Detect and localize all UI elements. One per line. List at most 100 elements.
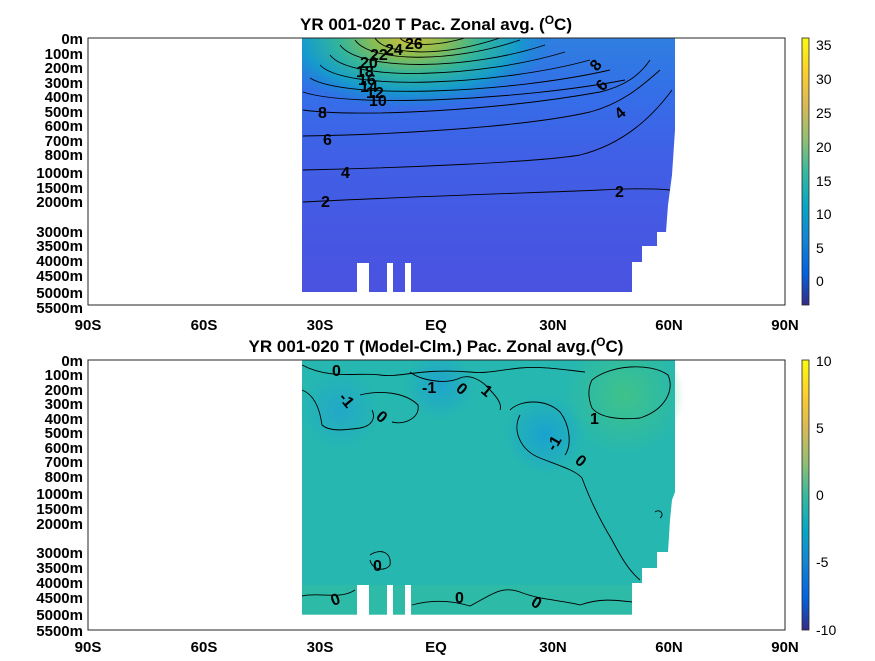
colorbar-tick-label: 5 [816, 240, 824, 256]
y-tick-label: 400m [45, 89, 83, 106]
y-tick-label: 500m [45, 104, 83, 121]
panel2-ridge-gap-1 [357, 585, 369, 615]
contour-label: -1 [422, 380, 436, 397]
panel1-isotherms [302, 38, 673, 203]
panel2-y-axis: 0m 100m 200m 300m 400m 500m 600m 700m 80… [36, 353, 83, 640]
y-tick-label: 4000m [36, 253, 83, 270]
contour-label: 0 [455, 590, 464, 607]
x-tick-label: 30N [539, 639, 567, 656]
x-tick-label: 90N [771, 317, 799, 334]
panel2-colorbar: 10 5 0 -5 -10 [801, 353, 836, 638]
contour-label: 8 [318, 105, 327, 122]
colorbar-tick-label: 5 [816, 420, 824, 436]
contour-label: 14 [360, 79, 378, 96]
x-tick-label: 30S [307, 639, 334, 656]
colorbar-tick-label: 25 [816, 105, 832, 121]
y-tick-label: 600m [45, 440, 83, 457]
y-tick-label: 4500m [36, 268, 83, 285]
panel1-warm-core [302, 38, 675, 130]
y-tick-label: 700m [45, 133, 83, 150]
x-tick-label: 60N [655, 639, 683, 656]
colorbar-gradient [801, 359, 810, 631]
contour-label: 26 [405, 36, 423, 53]
colorbar-tick-label: 10 [816, 206, 832, 222]
colorbar-tick-label: 10 [816, 353, 832, 369]
y-tick-label: 100m [45, 46, 83, 63]
y-tick-label: 800m [45, 147, 83, 164]
contour-label: 0 [373, 558, 382, 575]
y-tick-label: 500m [45, 425, 83, 442]
panel2-ridge-gap-2 [387, 585, 393, 615]
contour-label: 10 [369, 93, 387, 110]
colorbar-tick-label: 30 [816, 71, 832, 87]
x-tick-label: 90S [75, 639, 102, 656]
y-tick-label: 300m [45, 75, 83, 92]
contour-label: 18 [356, 64, 374, 81]
y-tick-label: 300m [45, 396, 83, 413]
colorbar-tick-label: -10 [816, 622, 836, 638]
contour-label: 2 [321, 194, 330, 211]
colorbar-tick-label: 0 [816, 273, 824, 289]
panel1-x-axis: 90S 60S 30S EQ 30N 60N 90N [75, 317, 799, 334]
y-tick-label: 200m [45, 382, 83, 399]
y-tick-label: 100m [45, 367, 83, 384]
y-tick-label: 1500m [36, 180, 83, 197]
contour-label: 12 [366, 85, 384, 102]
panel1-frame [87, 37, 786, 306]
x-tick-label: 60N [655, 317, 683, 334]
panel2-ridge-gap-3 [405, 585, 411, 615]
y-tick-label: 5000m [36, 607, 83, 624]
contour-label: 2 [615, 184, 624, 201]
panel1-y-axis: 0m 100m 200m 300m 400m 500m 600m 700m 80… [36, 31, 83, 317]
y-tick-label: 200m [45, 60, 83, 77]
y-tick-label: 600m [45, 118, 83, 135]
x-tick-label: 90S [75, 317, 102, 334]
colorbar-tick-label: 0 [816, 487, 824, 503]
y-tick-label: 400m [45, 411, 83, 428]
panel1-ridge-gap-2 [387, 263, 393, 293]
y-tick-label: 5500m [36, 300, 83, 317]
y-tick-label: 800m [45, 469, 83, 486]
x-tick-label: 30N [539, 317, 567, 334]
contour-label: 6 [323, 132, 332, 149]
colorbar-tick-label: 15 [816, 173, 832, 189]
y-tick-label: 1000m [36, 486, 83, 503]
y-tick-label: 1500m [36, 501, 83, 518]
panel1-colorbar: 35 30 25 20 15 10 5 0 [801, 37, 832, 306]
y-tick-label: 4000m [36, 575, 83, 592]
panel2-deep-warm [302, 585, 632, 615]
x-tick-label: 60S [191, 639, 218, 656]
panel2-cool-anomaly-3 [405, 360, 475, 420]
colorbar-gradient [801, 37, 810, 306]
y-tick-label: 5000m [36, 285, 83, 302]
x-tick-label: 30S [307, 317, 334, 334]
y-tick-label: 0m [61, 31, 83, 48]
panel1-ridge-gap-3 [405, 263, 411, 293]
y-tick-label: 5500m [36, 623, 83, 640]
colorbar-tick-label: 20 [816, 139, 832, 155]
y-tick-label: 3500m [36, 238, 83, 255]
contour-label: 0 [332, 363, 341, 380]
contour-label: 1 [590, 411, 599, 428]
contour-label: 4 [341, 165, 350, 182]
panel2-cool-anomaly-2 [300, 370, 380, 450]
y-tick-label: 2000m [36, 516, 83, 533]
y-tick-label: 4500m [36, 590, 83, 607]
contour-label: 24 [385, 42, 403, 59]
y-tick-label: 3000m [36, 545, 83, 562]
y-tick-label: 1000m [36, 165, 83, 182]
y-tick-label: 0m [61, 353, 83, 370]
panel1-ridge-gap-1 [357, 263, 369, 293]
colorbar-tick-label: -5 [816, 554, 829, 570]
y-tick-label: 700m [45, 454, 83, 471]
x-tick-label: 90N [771, 639, 799, 656]
y-tick-label: 3500m [36, 560, 83, 577]
colorbar-tick-label: 35 [816, 37, 832, 53]
panel2-x-axis: 90S 60S 30S EQ 30N 60N 90N [75, 639, 799, 656]
panel2-contour-labels: 0 -1 0 -1 0 1 0 -1 0 1 0 0 0 0 [329, 363, 599, 613]
panel2-contours [301, 364, 671, 607]
panel1-plot-area: 26 24 22 20 18 16 14 12 10 8 6 4 2 8 6 4… [36, 31, 798, 334]
contour-label: 20 [360, 55, 378, 72]
panel2-frame [87, 359, 786, 631]
